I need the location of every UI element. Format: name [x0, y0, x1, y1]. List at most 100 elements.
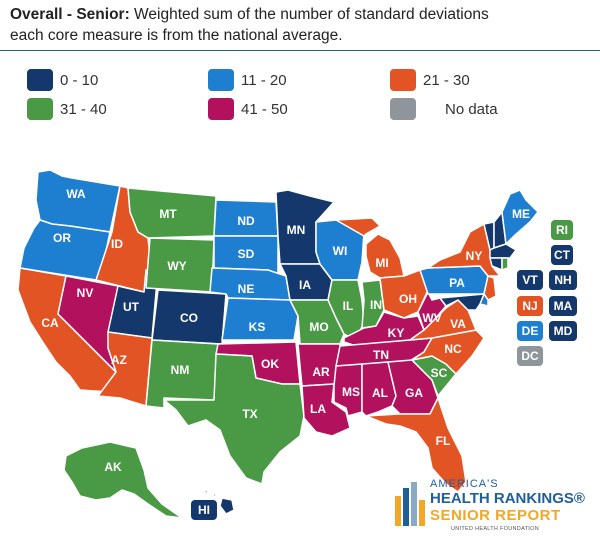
badge-label-nj: NJ [522, 299, 537, 313]
badge-label-hi: HI [198, 503, 210, 517]
badge-hi[interactable]: HI [191, 500, 217, 520]
badge-label-vt: VT [522, 273, 538, 287]
label-ia: IA [299, 278, 311, 292]
label-sd: SD [238, 247, 255, 261]
label-wv: WV [422, 311, 441, 325]
logo-bars-icon [395, 482, 425, 526]
label-al: AL [372, 386, 388, 400]
label-ut: UT [123, 300, 140, 314]
label-va: VA [450, 317, 466, 331]
badge-ri[interactable]: RI [551, 220, 573, 240]
badge-de[interactable]: DE [517, 321, 543, 341]
badge-label-ct: CT [554, 248, 571, 262]
label-oh: OH [399, 292, 417, 306]
badge-nj[interactable]: NJ [517, 296, 543, 316]
label-mo: MO [309, 320, 328, 334]
label-wa: WA [66, 187, 86, 201]
legend-item-41-50: 41 - 50 [208, 98, 288, 120]
label-id: ID [111, 237, 123, 251]
label-co: CO [180, 311, 198, 325]
label-la: LA [310, 402, 326, 416]
label-ky: KY [388, 326, 405, 340]
state-nj[interactable] [483, 275, 497, 301]
legend-item-11-20: 11 - 20 [208, 69, 287, 91]
label-ms: MS [342, 385, 360, 399]
header-title: Overall - Senior: [10, 6, 130, 23]
state-me[interactable] [501, 189, 539, 245]
label-mi: MI [375, 256, 388, 270]
state-hi[interactable] [203, 489, 235, 515]
americas-health-rankings-logo: AMERICA'S HEALTH RANKINGS® SENIOR REPORT… [393, 478, 593, 540]
legend-label-31-40: 31 - 40 [60, 100, 107, 118]
legend-swatch-no-data [390, 98, 416, 120]
badge-md[interactable]: MD [549, 321, 577, 341]
badge-label-dc: DC [521, 349, 539, 363]
label-fl: FL [436, 434, 451, 448]
label-ks: KS [249, 320, 266, 334]
label-ca: CA [41, 316, 59, 330]
label-sc: SC [431, 366, 448, 380]
label-ak: AK [104, 460, 122, 474]
header-divider [0, 50, 600, 51]
label-nm: NM [171, 363, 190, 377]
badge-vt[interactable]: VT [517, 270, 543, 290]
label-nv: NV [77, 286, 94, 300]
label-ok: OK [261, 357, 279, 371]
legend-label-no-data: No data [445, 100, 498, 118]
logo-line-2: HEALTH RANKINGS® [430, 490, 585, 507]
state-tx[interactable] [163, 353, 305, 485]
label-pa: PA [449, 276, 465, 290]
legend-label-21-30: 21 - 30 [423, 71, 470, 89]
legend-item-31-40: 31 - 40 [27, 98, 107, 120]
badge-ct[interactable]: CT [551, 245, 573, 265]
legend-swatch-31-40 [27, 98, 53, 120]
badge-label-de: DE [522, 324, 539, 338]
state-ak[interactable] [63, 441, 183, 519]
legend-item-0-10: 0 - 10 [27, 69, 98, 91]
label-ny: NY [466, 249, 483, 263]
label-ne: NE [238, 282, 255, 296]
label-in: IN [370, 298, 382, 312]
badge-dc[interactable]: DC [517, 346, 543, 366]
label-il: IL [343, 299, 354, 313]
header-line-1: Overall - Senior: Weighted sum of the nu… [10, 4, 590, 25]
label-az: AZ [111, 353, 127, 367]
legend-swatch-11-20 [208, 69, 234, 91]
legend-label-11-20: 11 - 20 [241, 71, 287, 89]
label-tn: TN [373, 348, 389, 362]
legend-swatch-21-30 [390, 69, 416, 91]
state-md[interactable] [439, 293, 485, 311]
badge-label-ma: MA [554, 299, 573, 313]
label-nc: NC [444, 342, 462, 356]
map-header: Overall - Senior: Weighted sum of the nu… [10, 4, 590, 46]
legend-item-no-data: No data [390, 98, 498, 120]
legend-swatch-0-10 [27, 69, 53, 91]
label-nd: ND [237, 214, 255, 228]
badge-label-ri: RI [556, 223, 568, 237]
label-tx: TX [242, 407, 257, 421]
label-ar: AR [312, 365, 330, 379]
state-ks[interactable] [221, 297, 299, 341]
state-fl[interactable] [365, 397, 467, 493]
logo-line-1: AMERICA'S [430, 478, 499, 490]
badge-label-nh: NH [554, 273, 571, 287]
badge-ma[interactable]: MA [549, 296, 577, 316]
legend-item-21-30: 21 - 30 [390, 69, 470, 91]
logo-line-3: SENIOR REPORT [430, 507, 561, 524]
badge-nh[interactable]: NH [549, 270, 577, 290]
header-description-1: Weighted sum of the number of standard d… [129, 6, 489, 23]
label-ga: GA [405, 386, 423, 400]
legend-swatch-41-50 [208, 98, 234, 120]
header-description-2: each core measure is from the national a… [10, 27, 343, 44]
label-mn: MN [287, 223, 306, 237]
state-ri[interactable] [501, 257, 509, 271]
label-wy: WY [167, 259, 186, 273]
state-mt[interactable] [127, 187, 217, 239]
us-states-map: WA OR ID NV UT CA AZ MT WY CO NM ND SD N… [17, 169, 577, 520]
badge-label-md: MD [554, 324, 573, 338]
legend-label-0-10: 0 - 10 [60, 71, 99, 89]
label-wi: WI [333, 244, 348, 258]
legend-label-41-50: 41 - 50 [241, 100, 288, 118]
label-me: ME [512, 207, 530, 221]
label-mt: MT [159, 207, 177, 221]
